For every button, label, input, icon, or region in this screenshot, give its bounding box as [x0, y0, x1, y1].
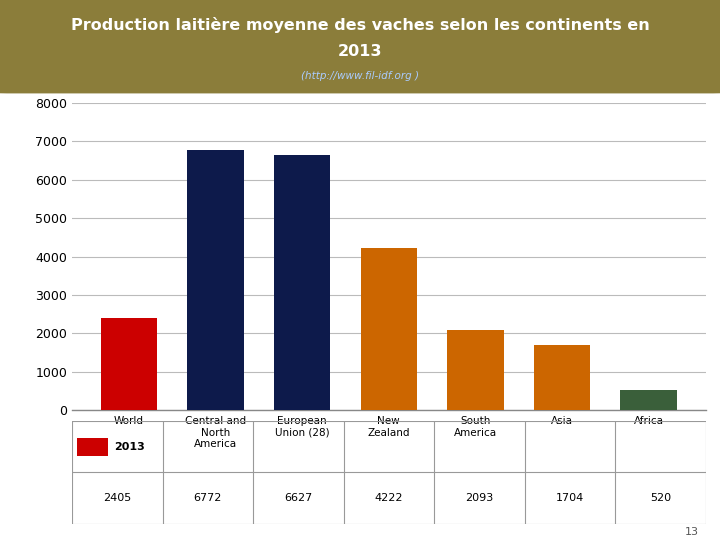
Text: 520: 520 — [649, 493, 671, 503]
Bar — [187, 150, 243, 410]
Text: 2405: 2405 — [103, 493, 131, 503]
Text: Production laitière moyenne des vaches selon les continents en: Production laitière moyenne des vaches s… — [71, 17, 649, 32]
Bar — [447, 330, 503, 410]
Bar — [101, 318, 157, 410]
Text: 2013: 2013 — [114, 442, 145, 452]
Bar — [361, 248, 417, 410]
Text: 2013: 2013 — [338, 44, 382, 59]
Bar — [621, 390, 677, 410]
Text: 2093: 2093 — [465, 493, 493, 503]
FancyBboxPatch shape — [0, 0, 720, 93]
Text: (http://www.fil-idf.org ): (http://www.fil-idf.org ) — [301, 71, 419, 81]
Text: 6627: 6627 — [284, 493, 312, 503]
Text: 6772: 6772 — [194, 493, 222, 503]
Text: 1704: 1704 — [556, 493, 584, 503]
Text: 13: 13 — [685, 527, 698, 537]
Bar — [76, 438, 108, 456]
Bar — [274, 156, 330, 410]
Bar — [534, 345, 590, 410]
Text: 4222: 4222 — [374, 493, 403, 503]
